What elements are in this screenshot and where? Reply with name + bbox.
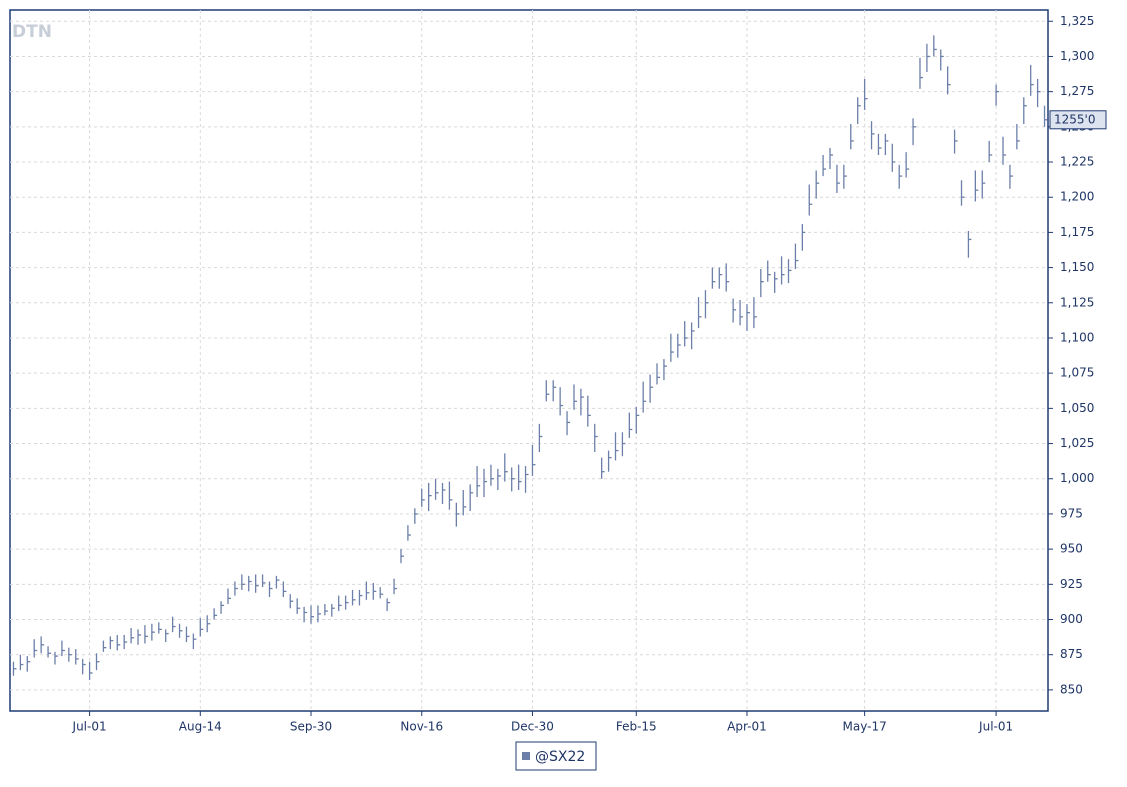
x-tick-label: Aug-14 [179,720,222,734]
plot-frame [9,9,1049,712]
y-tick-label: 900 [1060,612,1083,626]
y-tick-label: 1,000 [1060,471,1094,485]
x-tick-label: May-17 [843,720,887,734]
y-tick-label: 1,325 [1060,14,1094,28]
y-tick-label: 850 [1060,682,1083,696]
x-tick-label: Nov-16 [400,720,443,734]
y-tick-label: 950 [1060,542,1083,556]
x-tick-label: Jul-01 [978,720,1013,734]
y-tick-label: 1,050 [1060,401,1094,415]
y-tick-label: 975 [1060,506,1083,520]
y-tick-label: 1,100 [1060,330,1094,344]
last-price-box [1049,110,1107,130]
y-tick-label: 1,150 [1060,260,1094,274]
x-tick-label: Jul-01 [72,720,107,734]
last-price-label: 1255'0 [1054,112,1095,126]
legend-swatch [522,752,530,760]
y-tick-label: 875 [1060,647,1083,661]
y-tick-label: 1,275 [1060,84,1094,98]
x-tick-label: Apr-01 [727,720,767,734]
y-tick-label: 1,025 [1060,436,1094,450]
y-tick-label: 1,175 [1060,225,1094,239]
y-tick-label: 1,300 [1060,49,1094,63]
logo: DTN [12,22,52,42]
x-tick-label: Sep-30 [290,720,332,734]
y-tick-label: 1,225 [1060,155,1094,169]
y-tick-label: 925 [1060,577,1083,591]
y-tick-label: 1,125 [1060,295,1094,309]
x-tick-label: Dec-30 [511,720,554,734]
y-tick-label: 1,075 [1060,366,1094,380]
legend-label: @SX22 [535,749,585,765]
x-tick-label: Feb-15 [616,720,657,734]
y-tick-label: 1,200 [1060,190,1094,204]
